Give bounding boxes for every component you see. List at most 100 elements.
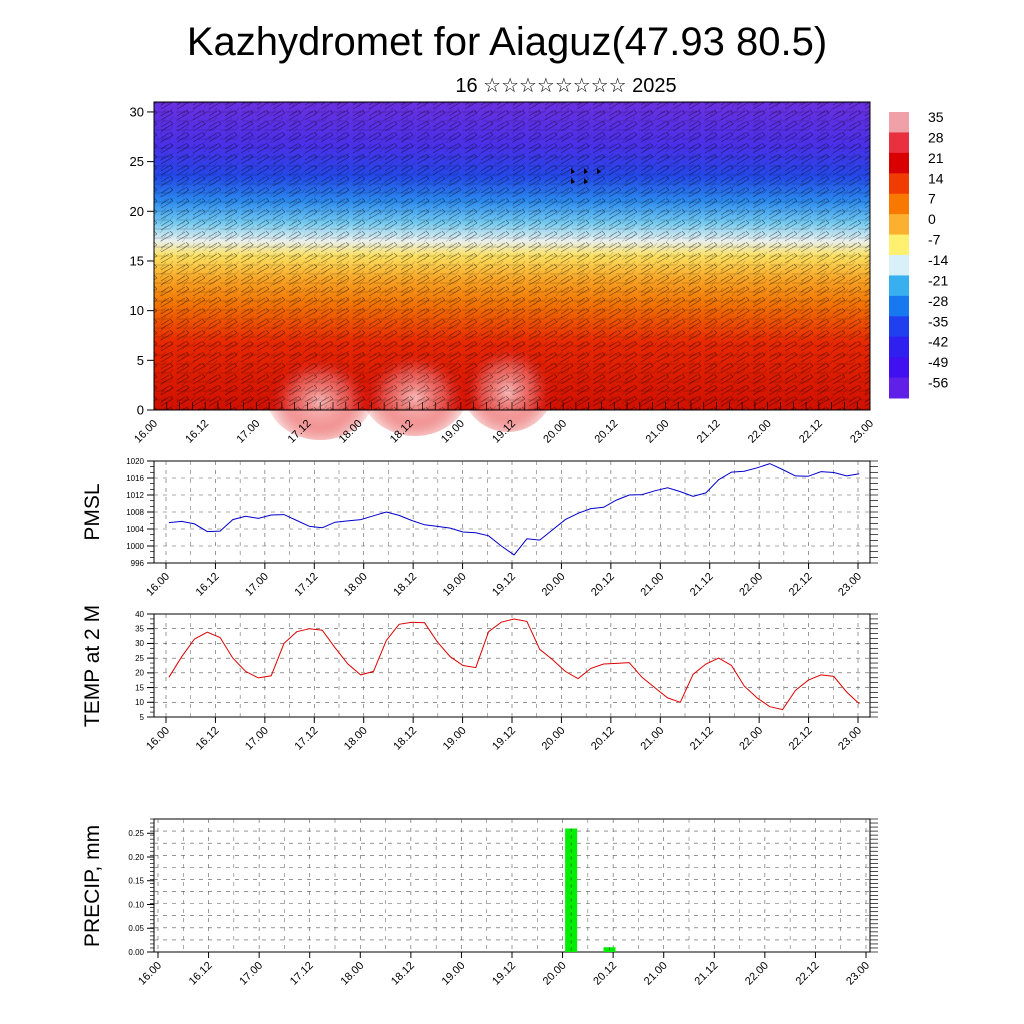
cross-section-y-axis: 0 5 10 15 20 25 30 [130, 104, 154, 418]
precip-grid [150, 818, 878, 953]
x-tick-label: 23.00 [836, 571, 864, 599]
colorbar-swatch [889, 132, 909, 154]
x-tick-label: 22.00 [743, 960, 771, 988]
precip-bars [565, 828, 616, 952]
x-tick-label: 17.00 [243, 725, 271, 753]
y-tick-label: 20 [130, 204, 144, 219]
y-tick-label: 10 [130, 303, 144, 318]
x-tick-label: 21.12 [692, 960, 720, 988]
y-tick-label: 25 [130, 154, 144, 169]
x-tick-label: 22.12 [787, 571, 815, 599]
page-title: Kazhydromet for Aiaguz(47.93 80.5) [187, 20, 827, 64]
colorbar-label: -56 [928, 375, 948, 391]
x-tick-label: 21.00 [638, 725, 666, 753]
y-tick-label: 40 [135, 610, 144, 619]
x-tick-label: 16.12 [187, 960, 215, 988]
y-tick-label: 25 [135, 654, 144, 663]
colorbar-label: -42 [928, 334, 948, 350]
x-tick-label: 18.00 [342, 571, 370, 599]
colorbar-swatch [889, 173, 909, 195]
colorbar-swatch [889, 234, 909, 256]
x-tick-label: 16.00 [144, 571, 172, 599]
x-tick-label: 20.00 [541, 418, 569, 446]
y-tick-label: 35 [135, 625, 144, 634]
x-tick-label: 19.00 [440, 960, 468, 988]
x-tick-label: 22.00 [737, 725, 765, 753]
colorbar-swatch [889, 377, 909, 399]
colorbar-label: -21 [928, 272, 948, 288]
colorbar-label: -7 [928, 232, 941, 248]
temp-ylabel: TEMP at 2 M [81, 605, 104, 727]
x-tick-label: 18.12 [389, 960, 417, 988]
page-subtitle: 16 ☆☆☆☆☆☆☆☆ 2025 [455, 75, 676, 97]
pmsl-ylabel: PMSL [81, 483, 104, 540]
colorbar-swatch [889, 214, 909, 236]
x-tick-label: 20.12 [592, 418, 620, 446]
pmsl-x-axis: 16.00 16.12 17.00 17.12 18.00 18.12 19.00 19.12… [144, 563, 864, 599]
x-tick-label: 19.00 [441, 571, 469, 599]
temp-y-axis: 5 10 15 20 25 30 35 40 [135, 610, 154, 722]
x-tick-label: 22.12 [787, 725, 815, 753]
x-tick-label: 16.00 [136, 960, 164, 988]
x-tick-label: 21.12 [688, 725, 716, 753]
colorbar-label: 14 [928, 170, 944, 186]
x-tick-label: 20.00 [540, 571, 568, 599]
precip-ylabel: PRECIP, mm [81, 825, 104, 947]
x-tick-label: 18.00 [338, 960, 366, 988]
x-tick-label: 17.12 [288, 960, 316, 988]
colorbar-swatch [889, 152, 909, 174]
y-tick-label: 5 [137, 353, 144, 368]
y-tick-label: 996 [131, 559, 145, 568]
x-tick-label: 22.12 [797, 418, 825, 446]
precip-panel: 0.00 0.05 0.10 0.15 0.20 0.25 16.00 16.12 17.00… [81, 818, 878, 988]
y-tick-label: 1016 [126, 474, 144, 483]
y-tick-label: 0.15 [128, 877, 144, 886]
y-tick-label: 1020 [126, 457, 144, 466]
x-tick-label: 16.00 [144, 725, 172, 753]
x-tick-label: 21.12 [695, 418, 723, 446]
colorbar-swatch [889, 255, 909, 276]
x-tick-label: 17.00 [243, 571, 271, 599]
x-tick-label: 18.12 [391, 571, 419, 599]
y-tick-label: 0 [137, 403, 144, 418]
x-tick-label: 16.00 [132, 418, 160, 446]
colorbar-swatch [889, 193, 909, 215]
y-tick-label: 30 [135, 639, 144, 648]
precip-bar [565, 828, 578, 952]
x-tick-label: 21.00 [644, 418, 672, 446]
x-tick-label: 22.00 [746, 418, 774, 446]
pmsl-frame [153, 460, 871, 564]
x-tick-label: 20.12 [589, 725, 617, 753]
colorbar-label: -28 [928, 293, 948, 309]
precip-y-axis: 0.00 0.05 0.10 0.15 0.20 0.25 [128, 829, 154, 957]
x-tick-label: 19.00 [441, 725, 469, 753]
colorbar-swatch [889, 357, 909, 379]
x-tick-label: 21.00 [638, 571, 666, 599]
x-tick-label: 17.00 [237, 960, 265, 988]
wind-barbs-b [154, 102, 870, 410]
x-tick-label: 16.12 [194, 725, 222, 753]
x-tick-label: 19.12 [490, 571, 518, 599]
colorbar: 35 28 21 14 7 0 -7 -14 -21 -28 -35 -42 -49 -56 [889, 109, 948, 399]
colorbar-label: 28 [928, 129, 944, 145]
colorbar-swatch [889, 316, 909, 338]
colorbar-swatch [889, 275, 909, 297]
y-tick-label: 10 [135, 698, 144, 707]
colorbar-label: -14 [928, 252, 948, 268]
colorbar-label: -49 [928, 354, 948, 370]
x-tick-label: 19.12 [490, 725, 518, 753]
x-tick-label: 21.00 [642, 960, 670, 988]
y-tick-label: 0.10 [128, 900, 144, 909]
y-tick-label: 0.00 [128, 948, 144, 957]
colorbar-label: -35 [928, 313, 948, 329]
pmsl-panel: 996 1000 1004 1008 1012 1016 1020 16.00 16.12 17… [81, 457, 878, 599]
upper-flag-barbs [571, 168, 601, 184]
x-tick-label: 18.12 [391, 725, 419, 753]
x-tick-label: 20.12 [589, 571, 617, 599]
x-tick-label: 17.12 [292, 571, 320, 599]
y-tick-label: 1008 [126, 508, 144, 517]
y-tick-label: 20 [135, 669, 144, 678]
colorbar-label: 7 [928, 191, 936, 207]
y-tick-label: 1012 [126, 491, 144, 500]
